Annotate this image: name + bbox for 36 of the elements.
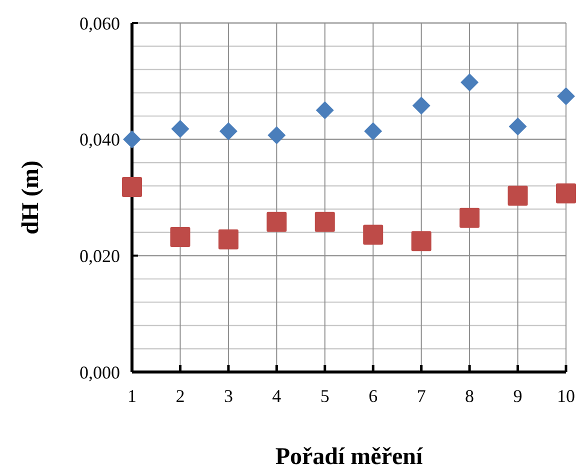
point — [363, 224, 384, 245]
point — [218, 229, 238, 250]
point — [219, 122, 238, 140]
y-axis-title: dH (m) — [18, 160, 44, 234]
point — [171, 120, 190, 138]
y-tick-label: 0,060 — [80, 13, 120, 34]
point — [460, 73, 479, 92]
x-axis-title: Pořadí měření — [275, 444, 423, 470]
point — [268, 126, 286, 144]
point — [412, 96, 430, 115]
x-tick-label: 8 — [465, 386, 474, 406]
point — [411, 231, 432, 252]
y-tick-label: 0,040 — [80, 130, 120, 150]
point — [557, 87, 575, 106]
x-tick-label: 7 — [416, 386, 426, 406]
point — [460, 208, 480, 228]
point — [508, 186, 528, 206]
x-tick-label: 9 — [513, 386, 522, 406]
point — [314, 212, 335, 232]
x-tick-label: 4 — [272, 386, 282, 406]
x-tick-label: 3 — [224, 386, 233, 406]
point — [266, 212, 287, 232]
point — [316, 101, 334, 120]
x-tick-label: 5 — [320, 386, 330, 406]
y-tick-label: 0,020 — [80, 246, 120, 266]
point — [508, 118, 527, 136]
x-tick-label: 1 — [128, 386, 136, 406]
x-tick-label: 2 — [176, 386, 185, 406]
point — [122, 177, 142, 198]
x-tick-label: 6 — [368, 386, 378, 406]
point — [170, 227, 190, 248]
x-tick-label: 10 — [557, 386, 575, 406]
y-tick-label: 0,000 — [80, 362, 120, 382]
point — [556, 183, 576, 204]
point — [123, 130, 141, 148]
point — [364, 122, 382, 140]
